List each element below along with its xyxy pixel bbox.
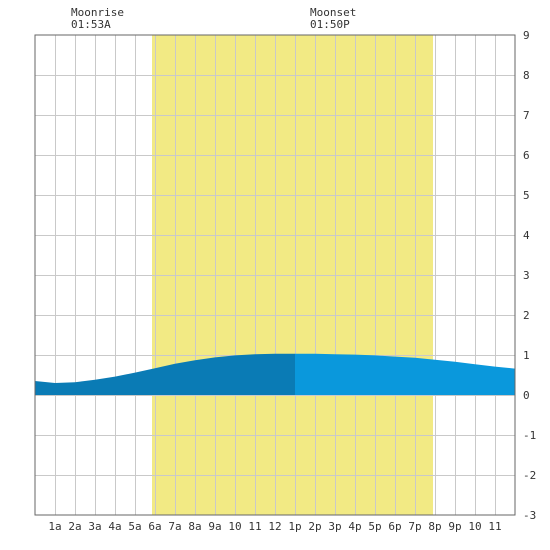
y-tick-label: 8	[523, 69, 530, 82]
x-tick-label: 7p	[408, 520, 421, 533]
x-tick-label: 8a	[188, 520, 201, 533]
x-tick-label: 1p	[288, 520, 301, 533]
x-tick-label: 2p	[308, 520, 321, 533]
moonrise-time: 01:53A	[71, 18, 111, 31]
y-tick-label: 0	[523, 389, 530, 402]
y-tick-label: 3	[523, 269, 530, 282]
tide-area-am	[35, 353, 295, 395]
x-tick-label: 8p	[428, 520, 441, 533]
x-tick-label: 6a	[148, 520, 161, 533]
plot-border	[34, 34, 516, 516]
y-tick-label: -1	[523, 429, 536, 442]
x-tick-label: 9a	[208, 520, 221, 533]
x-tick-label: 10	[468, 520, 481, 533]
x-tick-label: 2a	[68, 520, 81, 533]
y-tick-label: -2	[523, 469, 536, 482]
y-tick-label: 6	[523, 149, 530, 162]
x-tick-label: 5p	[368, 520, 381, 533]
y-tick-label: 5	[523, 189, 530, 202]
x-tick-label: 6p	[388, 520, 401, 533]
x-tick-label: 1a	[48, 520, 61, 533]
tide-area-pm	[295, 353, 515, 395]
moonset-label: Moonset	[310, 6, 356, 19]
x-tick-label: 4a	[108, 520, 121, 533]
x-tick-label: 11	[488, 520, 501, 533]
x-tick-label: 4p	[348, 520, 361, 533]
x-tick-label: 11	[248, 520, 261, 533]
x-tick-label: 10	[228, 520, 241, 533]
x-tick-label: 9p	[448, 520, 461, 533]
x-tick-label: 3p	[328, 520, 341, 533]
y-tick-label: 2	[523, 309, 530, 322]
y-tick-label: -3	[523, 509, 536, 522]
moonset-time: 01:50P	[310, 18, 350, 31]
x-tick-label: 7a	[168, 520, 181, 533]
moonrise-label: Moonrise	[71, 6, 124, 19]
y-tick-label: 9	[523, 29, 530, 42]
x-tick-label: 3a	[88, 520, 101, 533]
x-tick-label: 5a	[128, 520, 141, 533]
x-tick-label: 12	[268, 520, 281, 533]
y-tick-label: 1	[523, 349, 530, 362]
y-tick-label: 4	[523, 229, 530, 242]
y-tick-label: 7	[523, 109, 530, 122]
